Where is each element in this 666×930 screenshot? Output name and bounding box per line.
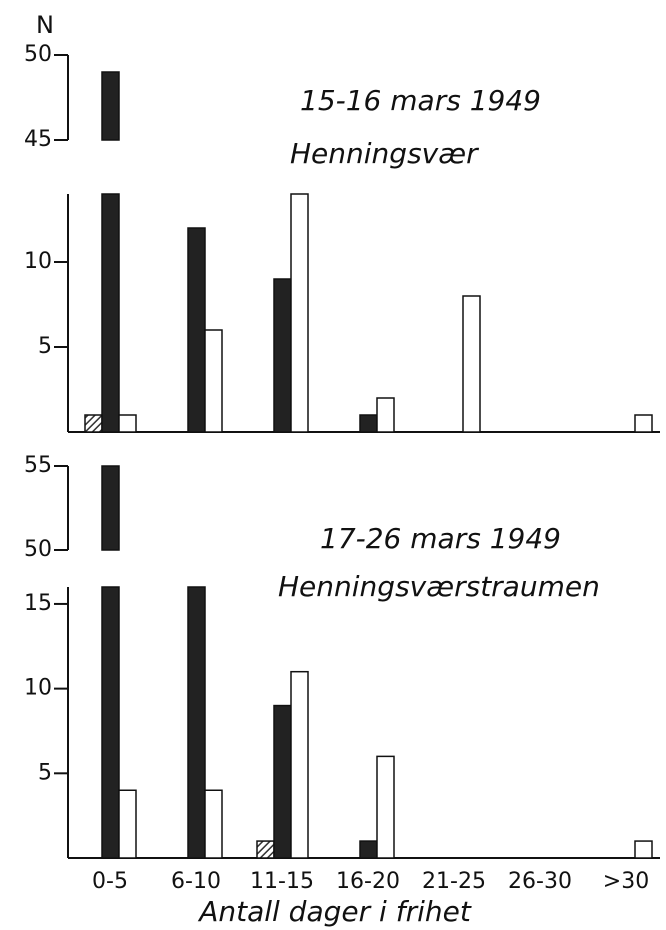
- bar: [101, 586, 120, 859]
- chart-title: 15-16 mars 1949: [300, 84, 541, 117]
- x-tick-label: 26-30: [508, 869, 572, 894]
- y-tick-label: 10: [24, 249, 52, 274]
- bar: [376, 755, 395, 859]
- chart-subtitle: Henningsværstraumen: [278, 570, 600, 603]
- bar: [187, 227, 206, 433]
- bar-upper: [101, 465, 120, 551]
- bar: [376, 397, 395, 433]
- y-tick-label: 5: [38, 334, 52, 359]
- bar: [290, 193, 309, 433]
- bar: [273, 278, 292, 433]
- x-tick-label: 16-20: [336, 869, 400, 894]
- y-tick-label: 10: [24, 676, 52, 701]
- chart-subtitle: Henningsvær: [290, 137, 479, 170]
- chart-title: 17-26 mars 1949: [320, 522, 561, 555]
- bar: [634, 414, 653, 433]
- y-axis-label: N: [36, 11, 54, 39]
- bar: [634, 840, 653, 859]
- bar: [273, 704, 292, 859]
- y-tick-label: 15: [24, 591, 52, 616]
- y-tick-label: 50: [24, 42, 52, 67]
- bar: [204, 329, 223, 433]
- y-tick-label: 5: [38, 760, 52, 785]
- bar: [359, 414, 378, 433]
- x-tick-label: 6-10: [171, 869, 221, 894]
- x-axis-label: Antall dager i frihet: [197, 895, 472, 928]
- bar: [101, 193, 120, 433]
- y-tick-label: 50: [24, 537, 52, 562]
- x-tick-label: >30: [603, 869, 649, 894]
- bar: [84, 414, 103, 433]
- bar: [187, 586, 206, 859]
- bar-upper: [101, 71, 120, 141]
- bar: [204, 789, 223, 859]
- bar: [290, 670, 309, 859]
- bar: [359, 840, 378, 859]
- x-tick-label: 21-25: [422, 869, 486, 894]
- bar: [256, 840, 275, 859]
- y-tick-label: 55: [24, 453, 52, 478]
- x-tick-label: 11-15: [250, 869, 314, 894]
- bar: [118, 414, 137, 433]
- x-tick-label: 0-5: [92, 869, 128, 894]
- y-tick-label: 45: [24, 127, 52, 152]
- bar: [118, 789, 137, 859]
- bar: [462, 295, 481, 433]
